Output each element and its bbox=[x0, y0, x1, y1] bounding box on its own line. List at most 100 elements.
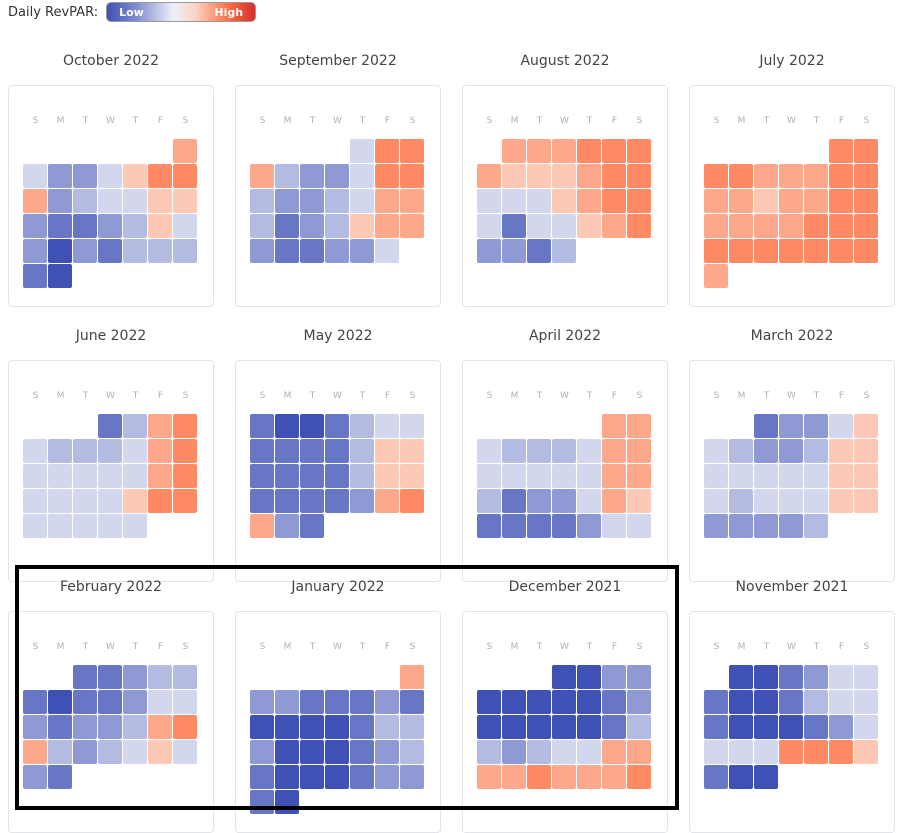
day-cell[interactable] bbox=[23, 514, 47, 538]
day-cell[interactable] bbox=[477, 439, 501, 463]
day-cell[interactable] bbox=[48, 464, 72, 488]
day-cell[interactable] bbox=[829, 464, 853, 488]
day-cell[interactable] bbox=[754, 665, 778, 689]
day-cell[interactable] bbox=[779, 164, 803, 188]
day-cell[interactable] bbox=[48, 189, 72, 213]
day-cell[interactable] bbox=[250, 765, 274, 789]
day-cell[interactable] bbox=[48, 164, 72, 188]
day-cell[interactable] bbox=[325, 489, 349, 513]
day-cell[interactable] bbox=[729, 690, 753, 714]
day-cell[interactable] bbox=[729, 464, 753, 488]
day-cell[interactable] bbox=[602, 139, 626, 163]
day-cell[interactable] bbox=[400, 489, 424, 513]
day-cell[interactable] bbox=[577, 189, 601, 213]
day-cell[interactable] bbox=[754, 514, 778, 538]
day-cell[interactable] bbox=[527, 439, 551, 463]
day-cell[interactable] bbox=[729, 239, 753, 263]
day-cell[interactable] bbox=[148, 164, 172, 188]
day-cell[interactable] bbox=[350, 214, 374, 238]
day-cell[interactable] bbox=[275, 740, 299, 764]
day-cell[interactable] bbox=[350, 239, 374, 263]
day-cell[interactable] bbox=[300, 214, 324, 238]
day-cell[interactable] bbox=[148, 715, 172, 739]
day-cell[interactable] bbox=[325, 164, 349, 188]
day-cell[interactable] bbox=[375, 464, 399, 488]
day-cell[interactable] bbox=[527, 489, 551, 513]
day-cell[interactable] bbox=[829, 414, 853, 438]
day-cell[interactable] bbox=[577, 164, 601, 188]
day-cell[interactable] bbox=[350, 690, 374, 714]
day-cell[interactable] bbox=[250, 414, 274, 438]
day-cell[interactable] bbox=[627, 414, 651, 438]
day-cell[interactable] bbox=[804, 439, 828, 463]
day-cell[interactable] bbox=[250, 189, 274, 213]
day-cell[interactable] bbox=[527, 765, 551, 789]
day-cell[interactable] bbox=[602, 489, 626, 513]
day-cell[interactable] bbox=[300, 514, 324, 538]
day-cell[interactable] bbox=[804, 164, 828, 188]
day-cell[interactable] bbox=[804, 690, 828, 714]
day-cell[interactable] bbox=[602, 740, 626, 764]
day-cell[interactable] bbox=[250, 690, 274, 714]
day-cell[interactable] bbox=[300, 239, 324, 263]
day-cell[interactable] bbox=[577, 715, 601, 739]
day-cell[interactable] bbox=[123, 489, 147, 513]
day-cell[interactable] bbox=[23, 164, 47, 188]
day-cell[interactable] bbox=[577, 765, 601, 789]
day-cell[interactable] bbox=[704, 439, 728, 463]
day-cell[interactable] bbox=[602, 414, 626, 438]
day-cell[interactable] bbox=[502, 489, 526, 513]
day-cell[interactable] bbox=[375, 489, 399, 513]
day-cell[interactable] bbox=[375, 214, 399, 238]
day-cell[interactable] bbox=[275, 239, 299, 263]
day-cell[interactable] bbox=[552, 665, 576, 689]
day-cell[interactable] bbox=[275, 189, 299, 213]
day-cell[interactable] bbox=[73, 189, 97, 213]
day-cell[interactable] bbox=[477, 164, 501, 188]
day-cell[interactable] bbox=[375, 715, 399, 739]
day-cell[interactable] bbox=[375, 740, 399, 764]
day-cell[interactable] bbox=[779, 715, 803, 739]
day-cell[interactable] bbox=[400, 715, 424, 739]
day-cell[interactable] bbox=[250, 740, 274, 764]
day-cell[interactable] bbox=[754, 414, 778, 438]
day-cell[interactable] bbox=[502, 715, 526, 739]
day-cell[interactable] bbox=[779, 239, 803, 263]
day-cell[interactable] bbox=[779, 665, 803, 689]
day-cell[interactable] bbox=[552, 214, 576, 238]
day-cell[interactable] bbox=[300, 189, 324, 213]
day-cell[interactable] bbox=[829, 690, 853, 714]
day-cell[interactable] bbox=[729, 214, 753, 238]
day-cell[interactable] bbox=[527, 189, 551, 213]
day-cell[interactable] bbox=[704, 765, 728, 789]
day-cell[interactable] bbox=[704, 715, 728, 739]
day-cell[interactable] bbox=[275, 514, 299, 538]
day-cell[interactable] bbox=[602, 765, 626, 789]
day-cell[interactable] bbox=[23, 189, 47, 213]
day-cell[interactable] bbox=[627, 189, 651, 213]
day-cell[interactable] bbox=[23, 214, 47, 238]
day-cell[interactable] bbox=[854, 189, 878, 213]
day-cell[interactable] bbox=[754, 740, 778, 764]
day-cell[interactable] bbox=[502, 740, 526, 764]
day-cell[interactable] bbox=[123, 189, 147, 213]
day-cell[interactable] bbox=[527, 690, 551, 714]
day-cell[interactable] bbox=[754, 439, 778, 463]
day-cell[interactable] bbox=[148, 665, 172, 689]
day-cell[interactable] bbox=[729, 189, 753, 213]
day-cell[interactable] bbox=[148, 214, 172, 238]
day-cell[interactable] bbox=[98, 489, 122, 513]
day-cell[interactable] bbox=[73, 239, 97, 263]
day-cell[interactable] bbox=[552, 514, 576, 538]
day-cell[interactable] bbox=[704, 464, 728, 488]
day-cell[interactable] bbox=[854, 139, 878, 163]
day-cell[interactable] bbox=[98, 189, 122, 213]
day-cell[interactable] bbox=[173, 715, 197, 739]
day-cell[interactable] bbox=[577, 439, 601, 463]
day-cell[interactable] bbox=[325, 740, 349, 764]
day-cell[interactable] bbox=[73, 464, 97, 488]
day-cell[interactable] bbox=[98, 439, 122, 463]
day-cell[interactable] bbox=[829, 189, 853, 213]
day-cell[interactable] bbox=[854, 164, 878, 188]
day-cell[interactable] bbox=[173, 164, 197, 188]
